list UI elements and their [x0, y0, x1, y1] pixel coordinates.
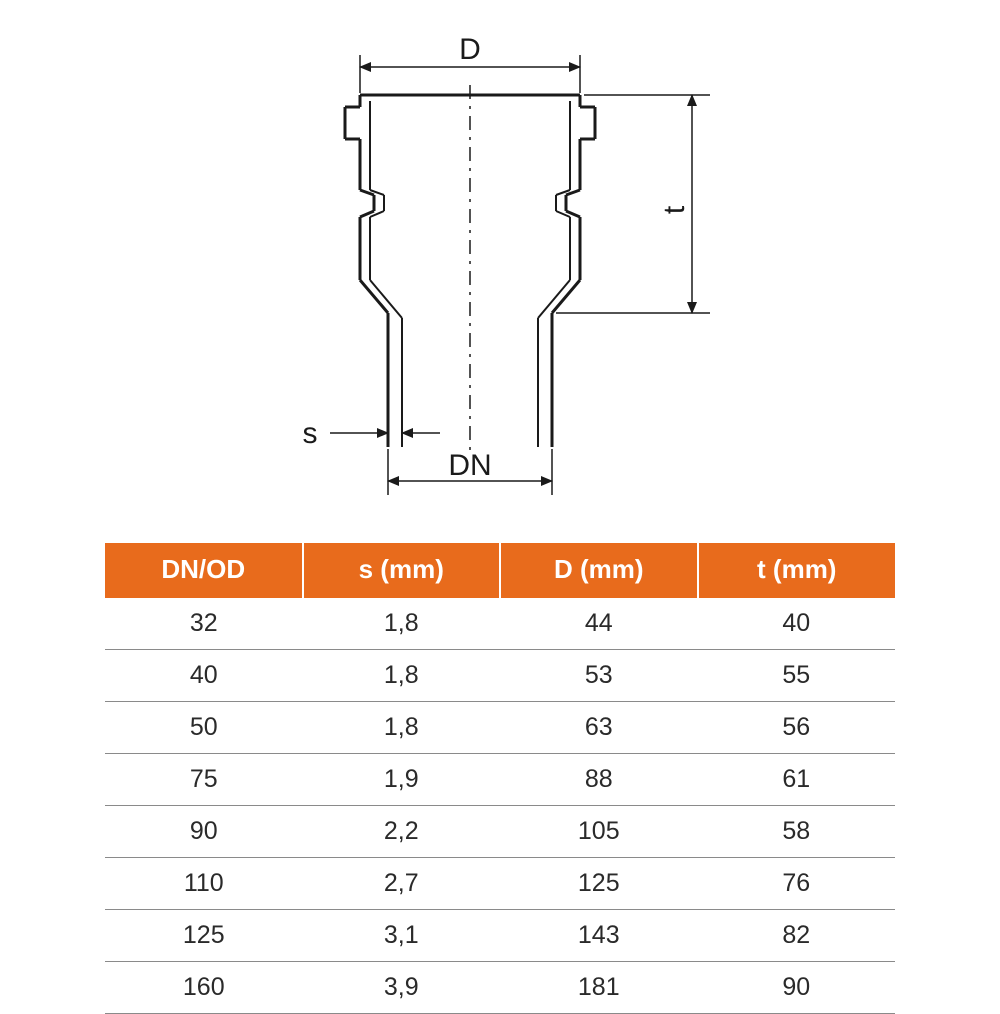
col-header: s (mm): [303, 543, 501, 598]
dim-label-s: s: [303, 417, 318, 450]
table-cell: 1,8: [303, 702, 501, 754]
table-row: 321,84440: [105, 598, 895, 650]
col-header: DN/OD: [105, 543, 303, 598]
table-cell: 61: [698, 754, 896, 806]
pipe-diagram: D t DN s: [170, 35, 830, 510]
table-cell: 56: [698, 702, 896, 754]
table-cell: 1,8: [303, 598, 501, 650]
table-cell: 76: [698, 858, 896, 910]
table-cell: 1,8: [303, 650, 501, 702]
table-row: 1102,712576: [105, 858, 895, 910]
dim-label-d: D: [459, 35, 481, 66]
dim-label-t: t: [658, 205, 691, 214]
table-row: 501,86356: [105, 702, 895, 754]
table-cell: 75: [105, 754, 303, 806]
table-cell: 88: [500, 754, 698, 806]
table-cell: 2,2: [303, 806, 501, 858]
table-row: 1603,918190: [105, 962, 895, 1014]
dim-label-dn: DN: [448, 449, 491, 482]
table-cell: 125: [500, 858, 698, 910]
table-row: 751,98861: [105, 754, 895, 806]
table-cell: 110: [105, 858, 303, 910]
table-cell: 90: [105, 806, 303, 858]
table-row: 401,85355: [105, 650, 895, 702]
col-header: D (mm): [500, 543, 698, 598]
table-cell: 44: [500, 598, 698, 650]
table-cell: 105: [500, 806, 698, 858]
table-cell: 40: [698, 598, 896, 650]
table-cell: 125: [105, 910, 303, 962]
table-cell: 181: [500, 962, 698, 1014]
table-cell: 160: [105, 962, 303, 1014]
table-cell: 55: [698, 650, 896, 702]
table-cell: 3,9: [303, 962, 501, 1014]
table-row: 902,210558: [105, 806, 895, 858]
dimensions-table: DN/OD s (mm) D (mm) t (mm) 321,84440401,…: [105, 543, 895, 1014]
table-cell: 90: [698, 962, 896, 1014]
pipe-svg: D t DN s: [170, 35, 830, 510]
table-cell: 63: [500, 702, 698, 754]
table-cell: 32: [105, 598, 303, 650]
table-cell: 40: [105, 650, 303, 702]
table-cell: 2,7: [303, 858, 501, 910]
table-cell: 143: [500, 910, 698, 962]
table-cell: 1,9: [303, 754, 501, 806]
table-cell: 58: [698, 806, 896, 858]
col-header: t (mm): [698, 543, 896, 598]
table-header-row: DN/OD s (mm) D (mm) t (mm): [105, 543, 895, 598]
table-cell: 82: [698, 910, 896, 962]
table-cell: 3,1: [303, 910, 501, 962]
table-cell: 53: [500, 650, 698, 702]
table-row: 1253,114382: [105, 910, 895, 962]
table-cell: 50: [105, 702, 303, 754]
